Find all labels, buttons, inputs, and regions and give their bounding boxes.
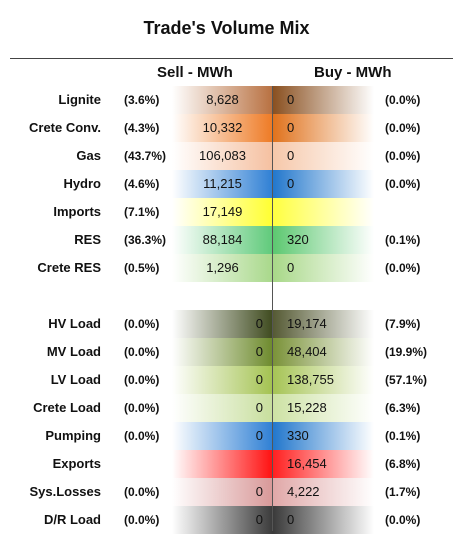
sell-percent: (0.0%) [124, 429, 160, 443]
sell-percent: (36.3%) [124, 233, 167, 247]
sell-value-cell: 0 [172, 338, 273, 366]
sell-column-header: Sell - MWh [157, 64, 233, 81]
center-divider [272, 86, 273, 531]
buy-value-cell: 0 [273, 254, 374, 282]
buy-value-cell: 19,174 [273, 310, 374, 338]
table-row: Pumping (0.0%) 0 330 (0.1%) [0, 422, 453, 450]
buy-percent: (0.0%) [385, 177, 421, 191]
buy-value-cell: 15,228 [273, 394, 374, 422]
table-row: HV Load (0.0%) 0 19,174 (7.9%) [0, 310, 453, 338]
buy-percent: (6.3%) [385, 401, 421, 415]
sell-value-cell: 0 [172, 422, 273, 450]
table-row: MV Load (0.0%) 0 48,404 (19.9%) [0, 338, 453, 366]
sell-value-cell: 0 [172, 310, 273, 338]
buy-percent: (19.9%) [385, 345, 428, 359]
buy-percent: (57.1%) [385, 373, 428, 387]
buy-column-header: Buy - MWh [314, 64, 392, 81]
table-row: D/R Load (0.0%) 0 0 (0.0%) [0, 506, 453, 534]
buy-value-cell: 0 [273, 86, 374, 114]
sell-percent: (7.1%) [124, 205, 160, 219]
buy-value-cell [273, 198, 374, 226]
buy-value-cell: 4,222 [273, 478, 374, 506]
buy-value-cell: 330 [273, 422, 374, 450]
sell-percent: (0.0%) [124, 373, 160, 387]
sell-value-cell [172, 450, 273, 478]
buy-value-cell: 0 [273, 114, 374, 142]
table-row: RES (36.3%) 88,184 320 (0.1%) [0, 226, 453, 254]
table-row: Hydro (4.6%) 11,215 0 (0.0%) [0, 170, 453, 198]
table-row: Imports (7.1%) 17,149 [0, 198, 453, 226]
row-label: Exports [52, 456, 101, 471]
buy-percent: (0.1%) [385, 429, 421, 443]
buy-percent: (7.9%) [385, 317, 421, 331]
table-row: Sys.Losses (0.0%) 0 4,222 (1.7%) [0, 478, 453, 506]
row-label: RES [74, 232, 101, 247]
row-label: Crete RES [37, 260, 101, 275]
buy-value-cell: 320 [273, 226, 374, 254]
row-label: Pumping [45, 428, 101, 443]
buy-percent: (0.0%) [385, 261, 421, 275]
buy-value-cell: 16,454 [273, 450, 374, 478]
sell-percent: (0.0%) [124, 317, 160, 331]
row-label: Lignite [58, 92, 101, 107]
table-row: LV Load (0.0%) 0 138,755 (57.1%) [0, 366, 453, 394]
sell-value-cell: 106,083 [172, 142, 273, 170]
sell-percent: (0.0%) [124, 401, 160, 415]
sell-percent: (0.0%) [124, 345, 160, 359]
row-label: Crete Load [33, 400, 101, 415]
sell-value-cell: 8,628 [172, 86, 273, 114]
sell-percent: (4.6%) [124, 177, 160, 191]
table-row: Lignite (3.6%) 8,628 0 (0.0%) [0, 86, 453, 114]
sell-value-cell: 10,332 [172, 114, 273, 142]
buy-percent: (0.0%) [385, 121, 421, 135]
sell-percent: (3.6%) [124, 93, 160, 107]
buy-value-cell: 0 [273, 170, 374, 198]
buy-percent: (0.0%) [385, 149, 421, 163]
buy-percent: (0.0%) [385, 513, 421, 527]
buy-value-cell: 48,404 [273, 338, 374, 366]
table-row: Gas (43.7%) 106,083 0 (0.0%) [0, 142, 453, 170]
buy-percent: (0.1%) [385, 233, 421, 247]
buy-percent: (6.8%) [385, 457, 421, 471]
row-label: MV Load [46, 344, 101, 359]
sell-percent: (43.7%) [124, 149, 167, 163]
buy-value-cell: 138,755 [273, 366, 374, 394]
sell-value-cell: 0 [172, 366, 273, 394]
buy-percent: (1.7%) [385, 485, 421, 499]
sell-value-cell: 17,149 [172, 198, 273, 226]
sell-value-cell: 0 [172, 394, 273, 422]
row-label: Gas [76, 148, 101, 163]
title-underline [10, 58, 453, 59]
row-label: Sys.Losses [29, 484, 101, 499]
table-row: Crete Load (0.0%) 0 15,228 (6.3%) [0, 394, 453, 422]
sell-percent: (0.0%) [124, 485, 160, 499]
sell-value-cell: 1,296 [172, 254, 273, 282]
table-row: Crete RES (0.5%) 1,296 0 (0.0%) [0, 254, 453, 282]
row-label: LV Load [50, 372, 101, 387]
sell-percent: (4.3%) [124, 121, 160, 135]
table-row: Crete Conv. (4.3%) 10,332 0 (0.0%) [0, 114, 453, 142]
row-label: Imports [53, 204, 101, 219]
page-title: Trade's Volume Mix [143, 18, 310, 38]
table-row: Exports 16,454 (6.8%) [0, 450, 453, 478]
row-label: HV Load [48, 316, 101, 331]
sell-value-cell: 88,184 [172, 226, 273, 254]
sell-percent: (0.0%) [124, 513, 160, 527]
sell-value-cell: 0 [172, 478, 273, 506]
buy-value-cell: 0 [273, 142, 374, 170]
sell-value-cell: 0 [172, 506, 273, 534]
sell-value-cell: 11,215 [172, 170, 273, 198]
buy-value-cell: 0 [273, 506, 374, 534]
row-label: Crete Conv. [29, 120, 101, 135]
sell-percent: (0.5%) [124, 261, 160, 275]
row-label: D/R Load [43, 512, 101, 527]
buy-percent: (0.0%) [385, 93, 421, 107]
row-label: Hydro [63, 176, 101, 191]
